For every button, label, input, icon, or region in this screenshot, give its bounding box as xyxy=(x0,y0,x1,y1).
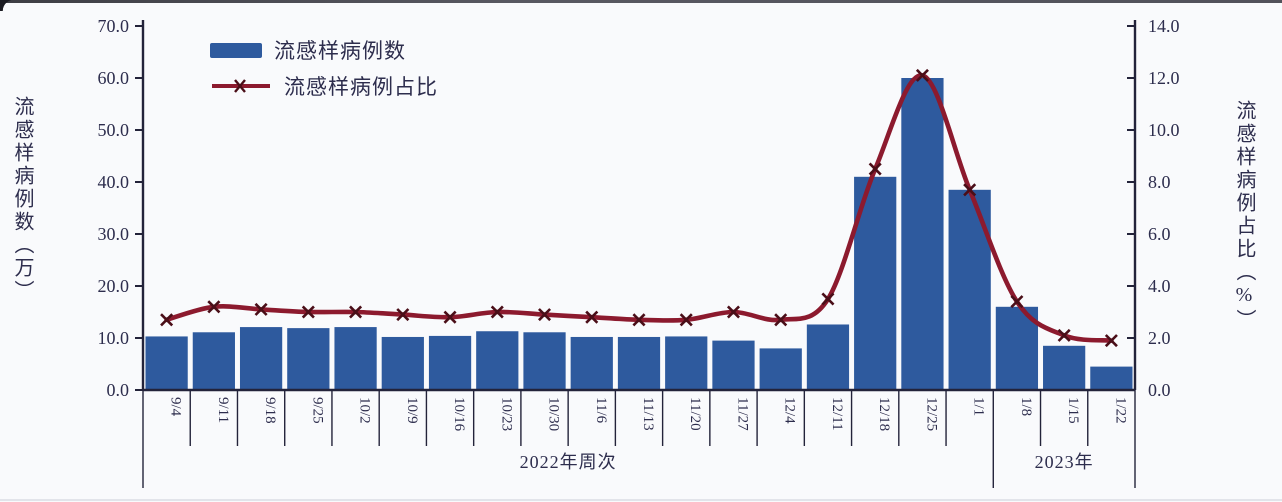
line-marker-12/25 xyxy=(915,68,929,82)
bar-9/4 xyxy=(145,336,188,390)
x-tick-label: 12/25 xyxy=(923,397,939,431)
bar-1/15 xyxy=(1043,345,1086,390)
line-marker-10/23 xyxy=(490,305,504,319)
right-axis-tick-label: 14.0 xyxy=(1148,16,1180,36)
right-axis-tick-label: 2.0 xyxy=(1148,328,1171,348)
right-axis-tick-label: 12.0 xyxy=(1148,68,1180,88)
right-axis-tick-label: 6.0 xyxy=(1148,224,1171,244)
x-tick-label: 11/27 xyxy=(734,397,750,431)
line-marker-11/6 xyxy=(585,310,599,324)
x-tick-label: 12/4 xyxy=(782,397,798,424)
right-axis-tick-label: 4.0 xyxy=(1148,276,1171,296)
line-marker-1/1 xyxy=(963,183,977,197)
line-marker-12/18 xyxy=(868,162,882,176)
left-axis-tick-label: 40.0 xyxy=(98,172,130,192)
x-tick-label: 12/18 xyxy=(876,397,892,431)
line-marker-9/25 xyxy=(301,305,315,319)
left-axis-title: 流感样病例数（万） xyxy=(11,96,33,303)
line-marker-10/9 xyxy=(396,308,410,322)
line-marker-10/16 xyxy=(443,310,457,324)
line-marker-11/27 xyxy=(726,305,740,319)
left-axis-tick-label: 10.0 xyxy=(98,328,130,348)
line-series-label: 流感样病例占比 xyxy=(284,75,438,99)
x-tick-label: 1/1 xyxy=(971,397,987,416)
x-tick-label: 1/8 xyxy=(1018,397,1034,416)
line-marker-11/13 xyxy=(632,313,646,327)
left-axis-tick-label: 20.0 xyxy=(98,276,130,296)
x-group-label-2023: 2023年 xyxy=(1034,452,1094,472)
bar-12/25 xyxy=(901,78,944,390)
bar-1/22 xyxy=(1090,366,1133,390)
bar-10/16 xyxy=(428,335,472,390)
x-tick-label: 10/23 xyxy=(498,397,514,431)
legend-item-line: 流感样病例占比 xyxy=(210,68,438,104)
x-tick-label: 9/4 xyxy=(168,397,184,417)
bar-10/2 xyxy=(334,327,377,390)
bar-9/18 xyxy=(239,327,283,390)
x-group-label-2022: 2022年周次 xyxy=(519,452,617,472)
x-tick-label: 11/6 xyxy=(593,397,609,424)
x-tick-label: 11/13 xyxy=(640,397,656,431)
line-marker-10/2 xyxy=(349,305,363,319)
left-axis-tick-label: 0.0 xyxy=(107,380,130,400)
percentage-line xyxy=(164,73,1114,343)
top-edge-line xyxy=(4,0,1282,3)
left-axis-tick-label: 30.0 xyxy=(98,224,130,244)
x-tick-label: 10/30 xyxy=(546,397,562,431)
x-tick-label: 1/22 xyxy=(1112,397,1128,424)
bar-12/4 xyxy=(759,348,802,390)
bar-11/20 xyxy=(665,336,708,390)
corner-artifact xyxy=(0,0,14,11)
legend-item-bar: 流感样病例数 xyxy=(210,32,438,68)
right-axis-tick-label: 0.0 xyxy=(1148,380,1171,400)
x-tick-label: 9/11 xyxy=(215,397,231,423)
bar-1/1 xyxy=(948,189,991,390)
bar-series-label: 流感样病例数 xyxy=(274,39,406,63)
x-tick-label: 12/11 xyxy=(829,397,845,431)
bar-12/11 xyxy=(806,324,850,390)
bar-10/30 xyxy=(523,332,566,390)
bar-9/25 xyxy=(287,328,330,390)
left-axis-tick-label: 60.0 xyxy=(98,68,130,88)
line-series-swatch xyxy=(212,79,270,93)
x-tick-label: 9/25 xyxy=(309,397,325,424)
x-tick-label: 9/18 xyxy=(262,397,278,424)
line-marker-9/4 xyxy=(160,313,174,327)
bar-11/27 xyxy=(712,340,755,390)
right-axis-tick-label: 8.0 xyxy=(1148,172,1171,192)
line-marker-10/30 xyxy=(538,308,552,322)
bar-series-swatch xyxy=(210,42,262,58)
line-marker-1/22 xyxy=(1104,334,1118,348)
line-marker-9/11 xyxy=(207,300,221,314)
x-tick-label: 10/2 xyxy=(357,397,373,424)
right-axis-tick-label: 10.0 xyxy=(1148,120,1180,140)
right-axis-title: 流感样病例占比（%） xyxy=(1233,100,1255,332)
line-marker-12/4 xyxy=(774,313,788,327)
line-marker-1/15 xyxy=(1057,328,1071,342)
left-axis-tick-label: 50.0 xyxy=(98,120,130,140)
bar-10/23 xyxy=(476,331,519,390)
bar-10/9 xyxy=(381,336,424,390)
x-tick-label: 1/15 xyxy=(1065,397,1081,424)
x-tick-label: 11/20 xyxy=(687,397,703,431)
x-tick-label: 10/9 xyxy=(404,397,420,424)
left-axis-tick-label: 70.0 xyxy=(98,16,130,36)
line-marker-9/18 xyxy=(254,302,268,316)
line-marker-1/8 xyxy=(1010,295,1024,309)
bar-11/6 xyxy=(570,336,613,390)
line-marker-12/11 xyxy=(821,292,835,306)
bottom-edge-line xyxy=(0,499,1282,501)
bar-9/11 xyxy=(192,332,235,390)
bar-11/13 xyxy=(617,336,661,390)
legend: 流感样病例数 流感样病例占比 xyxy=(210,32,438,104)
x-tick-label: 10/16 xyxy=(451,397,467,432)
line-marker-11/20 xyxy=(679,313,693,327)
